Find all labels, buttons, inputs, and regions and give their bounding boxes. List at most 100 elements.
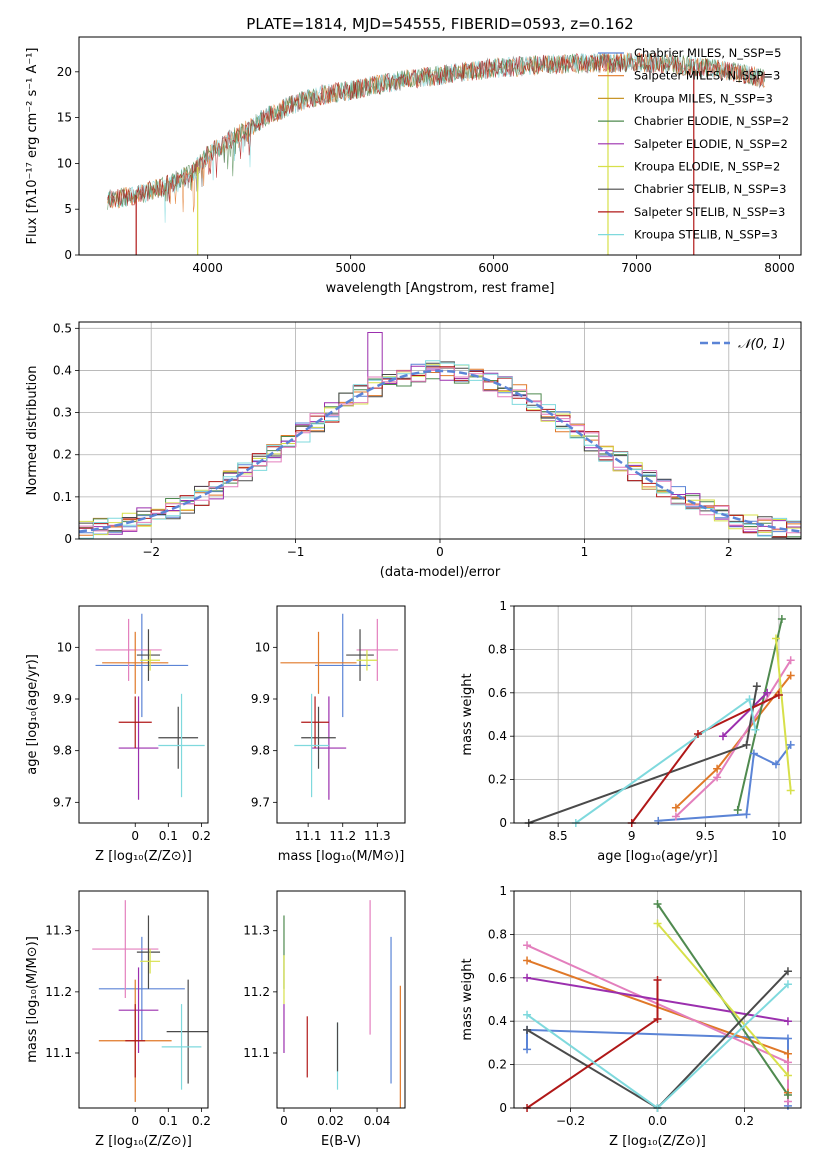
weight-vs-age-marker [763,688,772,697]
spectrum-line-salpeter-stelib [107,52,765,208]
spectrum-legend-entry: Salpeter MILES, N_SSP=3 [634,69,780,83]
spectrum-ytick-label: 10 [57,156,72,170]
spectrum-frame [78,36,802,256]
mass-vs-Z-xlabel: Z [log₁₀(Z/Z⊙)] [95,1134,192,1149]
mass-vs-Z-ytick-label: 11.2 [45,985,72,999]
age-vs-Z-panel: 0 0.1 0.2 9.7 9.8 9.9 10 Z [log₁₀(Z/Z⊙)] age [lo… [25,605,211,864]
residuals-xtick-label: 0 [436,545,444,559]
spectrum-ylabel: Flux [fλ10⁻¹⁷ erg cm⁻² s⁻¹ A⁻¹] [25,48,40,245]
weight-vs-age-marker [671,803,680,812]
mass-vs-Z-xtick-label: 0 [131,1114,139,1128]
weight-vs-Z-marker [653,975,662,984]
weight-vs-age-xtick-label: 8.5 [549,829,568,843]
age-vs-Z-plot-area [95,613,205,800]
weight-vs-age-marker [786,671,795,680]
spectrum-legend-entry: Chabrier STELIB, N_SSP=3 [634,182,786,196]
weight-vs-age-marker [713,773,722,782]
weight-vs-age-xlabel: age [log₁₀(age/yr)] [597,849,718,864]
weight-vs-Z-marker [783,967,792,976]
weight-vs-Z-xtick-label: −0.2 [556,1114,585,1128]
residuals-ytick-label: 0.3 [53,406,72,420]
spectrum-xlabel: wavelength [Angstrom, rest frame] [326,281,555,296]
residuals-hist-kroupa-elodie [79,364,801,536]
age-vs-mass-frame [276,605,406,824]
spectrum-legend-entry: Kroupa MILES, N_SSP=3 [634,91,773,105]
age-vs-mass-ytick-label: 9.9 [251,692,270,706]
figure-title: PLATE=1814, MJD=54555, FIBERID=0593, z=0… [246,15,633,33]
residuals-hist-kroupa-stelib [79,360,801,539]
residuals-panel: −2 −1 0 1 2 0 0.1 0.2 0.3 0.4 0.5 (data-model)/erro… [25,321,802,580]
age-vs-Z-frame [78,605,209,824]
weight-vs-Z-xtick-label: 0.0 [648,1114,667,1128]
weight-vs-age-series-line [736,618,783,811]
mass-vs-EBV-ytick-label: 11.2 [243,985,270,999]
weight-vs-age-marker [752,682,761,691]
mass-vs-Z-frame [78,890,209,1109]
weight-vs-Z-marker [783,1017,792,1026]
age-vs-Z-ytick-label: 9.8 [53,744,72,758]
weight-vs-age-marker [742,740,751,749]
weight-vs-Z-series-line [526,970,789,1108]
residuals-xtick-label: 2 [725,545,733,559]
mass-vs-EBV-plot-area [283,900,401,1108]
weight-vs-Z-panel: −0.2 0.0 0.2 0 0.2 0.4 0.6 0.8 1 Z [log₁₀(Z/Z⊙)] m… [460,884,802,1149]
weight-vs-age-xtick-label: 10 [771,829,786,843]
weight-vs-age-series-line [528,686,758,823]
weight-vs-Z-marker [783,1049,792,1058]
residuals-normal-curve [79,369,801,533]
weight-vs-age-marker [654,816,663,825]
weight-vs-age-series-line [722,692,768,737]
weight-vs-Z-xtick-label: 0.2 [735,1114,754,1128]
residuals-xlabel: (data-model)/error [380,565,501,580]
age-vs-mass-panel: 11.1 11.2 11.3 9.7 9.8 9.9 10 mass [log₁₀(M/M⊙)… [251,605,406,864]
weight-vs-Z-frame [513,890,802,1109]
weight-vs-age-series-line [775,638,792,791]
weight-vs-age-ytick-label: 1 [499,599,507,613]
spectrum-plot-area [107,52,766,255]
age-vs-Z-xtick-label: 0.1 [159,829,178,843]
spectrum-xtick-label: 4000 [192,261,223,275]
weight-vs-Z-marker [783,1034,792,1043]
weight-vs-age-frame [513,605,802,824]
mass-vs-Z-xtick-label: 0.1 [159,1114,178,1128]
weight-vs-age-plot-area [514,606,801,823]
weight-vs-Z-marker [523,1025,532,1034]
weight-vs-Z-ytick-label: 1 [499,884,507,898]
weight-vs-age-marker [718,732,727,741]
mass-vs-EBV-ytick-label: 11.1 [243,1046,270,1060]
residuals-ytick-label: 0.5 [53,321,72,335]
weight-vs-age-series-line [658,744,792,822]
weight-vs-age-marker [786,656,795,665]
weight-vs-age-ytick-label: 0.2 [488,773,507,787]
weight-vs-Z-marker [523,1010,532,1019]
age-vs-Z-ytick-label: 9.9 [53,692,72,706]
weight-vs-Z-ylabel: mass weight [460,958,475,1040]
spectrum-legend-entry: Chabrier MILES, N_SSP=5 [634,46,781,60]
weight-vs-age-ytick-label: 0.8 [488,642,507,656]
age-vs-mass-xtick-label: 11.3 [364,829,391,843]
spectrum-legend-entry: Kroupa ELODIE, N_SSP=2 [634,160,780,174]
weight-vs-age-marker [751,725,760,734]
age-vs-mass-plot-area [280,613,399,800]
residuals-ytick-label: 0.2 [53,448,72,462]
residuals-xtick-label: −2 [142,545,160,559]
age-vs-Z-ylabel: age [log₁₀(age/yr)] [25,654,40,775]
weight-vs-Z-xlabel: Z [log₁₀(Z/Z⊙)] [609,1134,706,1149]
weight-vs-age-xtick-label: 9 [628,829,636,843]
spectrum-ytick-label: 5 [64,202,72,216]
age-vs-Z-ytick-label: 10 [57,640,72,654]
residuals-plot-area [79,322,801,539]
weight-vs-age-marker [671,812,680,821]
spectrum-ytick-label: 20 [57,65,72,79]
spectrum-xtick-label: 7000 [621,261,652,275]
residuals-xtick-label: −1 [287,545,305,559]
residuals-ytick-label: 0.1 [53,490,72,504]
weight-vs-age-marker [745,695,754,704]
weight-vs-age-marker [786,786,795,795]
mass-vs-Z-ytick-label: 11.1 [45,1046,72,1060]
weight-vs-Z-ytick-label: 0 [499,1101,507,1115]
weight-vs-age-marker [693,730,702,739]
age-vs-mass-ytick-label: 9.8 [251,744,270,758]
age-vs-Z-xlabel: Z [log₁₀(Z/Z⊙)] [95,849,192,864]
spectrum-panel: 4000 5000 6000 7000 8000 0 5 10 15 20 wavelength [… [25,36,802,296]
